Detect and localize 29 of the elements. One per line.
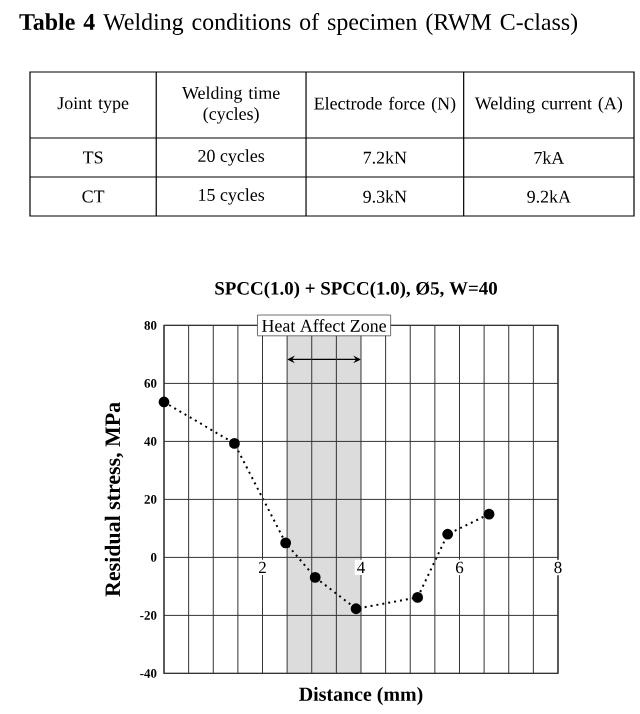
x-axis-title: Distance (mm): [299, 686, 423, 706]
x-tick-label: 8: [554, 561, 562, 574]
band-label: Heat Affect Zone: [262, 319, 387, 332]
text: CT: [82, 190, 105, 203]
text: 7kA: [534, 151, 565, 164]
x-tick-label: 4: [357, 561, 365, 573]
text: TS: [82, 151, 103, 164]
point: [350, 603, 362, 615]
text: 15 cycles: [199, 188, 265, 205]
y-axis-title: Residual stress, MPa: [104, 402, 124, 597]
point: [483, 508, 495, 520]
x-tick-label: 2: [259, 561, 266, 574]
chart-title: SPCC(1.0) + SPCC(1.0), Ø5, W=40: [215, 281, 497, 299]
text: Table 4 Welding conditions of specimen (RWM C-class): [19, 13, 578, 36]
category-label: Welding time (cycles): [182, 86, 280, 124]
point: [280, 537, 292, 549]
point: [309, 572, 321, 583]
point: [442, 528, 454, 540]
point: [158, 396, 170, 408]
point: [229, 438, 240, 449]
point: [412, 592, 424, 603]
text: 9.3kN: [363, 190, 407, 203]
text: 20 cycles: [198, 149, 265, 166]
text: 9.2kA: [527, 190, 571, 203]
category-label: Welding current (A): [474, 96, 623, 114]
category-label: Electrode force (N): [314, 96, 456, 114]
category-label: Joint type: [57, 97, 129, 113]
text: 7.2kN: [363, 151, 407, 164]
x-tick-label: 6: [455, 561, 464, 574]
